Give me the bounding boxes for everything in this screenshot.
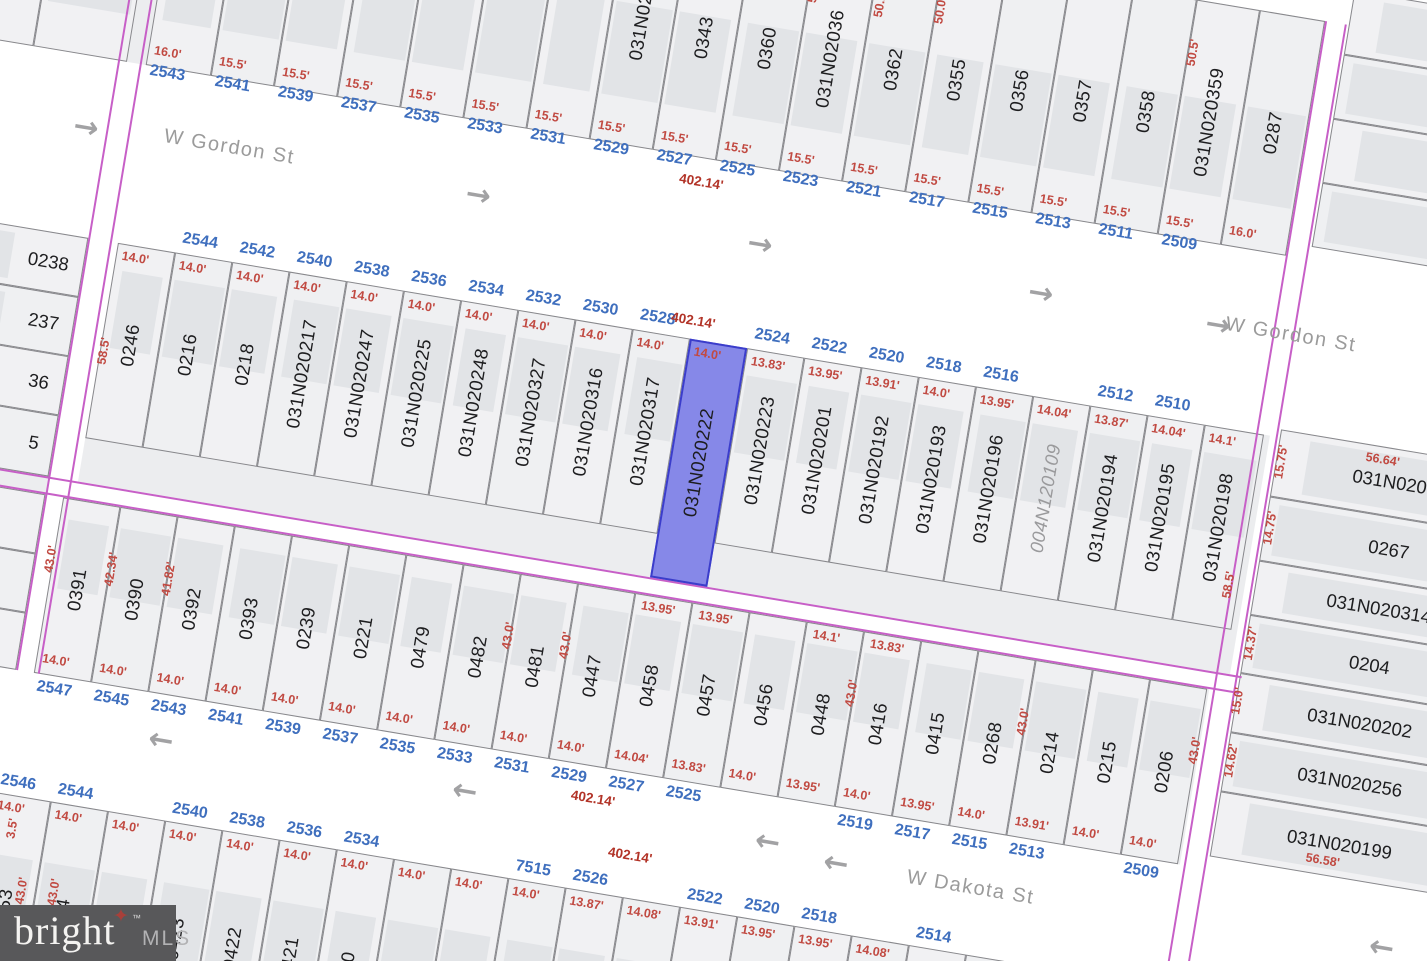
parcel-address: 2538: [228, 809, 267, 832]
street-label-dakota: W Dakota St: [905, 865, 1036, 909]
logo-brand-text: bright: [14, 908, 116, 953]
parcel-address: 2530: [581, 296, 620, 320]
block-length-row4: 402.14': [606, 844, 654, 867]
building-footprint: [372, 919, 439, 961]
parcel-address: 2515: [950, 830, 989, 854]
parcel-id-label: 031N020222: [678, 406, 718, 519]
block-length-row2: 402.14': [670, 309, 717, 332]
street-direction-left-arrow-icon: ←: [449, 771, 481, 811]
parcel-address: 2526: [571, 866, 610, 890]
parcel-address: 2522: [810, 334, 849, 358]
brightmls-logo: bright ✦ ™ MLS: [0, 905, 189, 961]
logo-mls-text: MLS: [142, 927, 192, 950]
parcel-address: 2543: [149, 696, 188, 720]
parcel-address: 2534: [342, 828, 381, 852]
building-footprint: [411, 0, 479, 71]
parcel-address: 2533: [435, 744, 474, 768]
parcel-address: 2518: [924, 354, 963, 377]
street-direction-right-arrow-icon: →: [1025, 274, 1057, 313]
street-direction-right-arrow-icon: →: [744, 225, 776, 264]
street-direction-left-arrow-icon: ←: [820, 844, 852, 883]
parcel-address: 2536: [410, 267, 448, 291]
building-footprint: [47, 0, 146, 16]
parcel-address: 2544: [56, 780, 95, 804]
parcel-address: 2544: [181, 229, 220, 253]
parcel-address: 2520: [867, 344, 906, 368]
building-footprint: [0, 219, 16, 279]
parcel-address: 2545: [92, 687, 131, 710]
logo-tm: ™: [132, 913, 141, 923]
parcel-address: 2514: [914, 924, 953, 947]
parcel-address: 2538: [352, 258, 391, 281]
parcel-address: 2540: [171, 799, 209, 823]
street-direction-left-arrow-icon: ←: [145, 720, 177, 760]
parcel-address: 2517: [893, 821, 932, 844]
parcel-0238[interactable]: 0238: [0, 207, 89, 298]
parcel-address: 2518: [800, 904, 839, 928]
parcel-address: 2537: [321, 725, 360, 749]
logo-star-icon: ✦: [113, 906, 129, 927]
parcel-address: 2541: [206, 706, 245, 729]
parcel-address: 2536: [285, 818, 324, 842]
street-direction-left-arrow-icon: ←: [1366, 928, 1397, 961]
parcel-031N0[interactable]: 031N0: [1311, 182, 1427, 324]
street-direction-left-arrow-icon: ←: [752, 822, 783, 862]
parcel-address: 2525: [664, 782, 703, 806]
street-label-gordon-west: W Gordon St: [162, 125, 297, 169]
parcel-address: 2532: [524, 287, 563, 310]
building-footprint: [542, 0, 605, 92]
parcel-address: 2534: [467, 277, 506, 301]
building-footprint: [285, 0, 353, 50]
street-direction-right-arrow-icon: →: [70, 108, 102, 147]
building-footprint: [430, 929, 491, 961]
parcel-address: 2535: [378, 735, 417, 758]
parcel-address: 2524: [753, 325, 792, 348]
parcel-address: 2539: [264, 715, 303, 739]
parcel-address: 2542: [238, 239, 277, 262]
parcel-id-label: 0238: [26, 247, 71, 275]
parcel-address: 2546: [0, 770, 38, 794]
parcel-address: 2520: [743, 895, 781, 919]
parcel-address: 2516: [982, 363, 1021, 387]
parcel-id-label: 36: [26, 369, 51, 394]
parcel-address: 2509: [1122, 859, 1161, 883]
parcel-address: 2519: [836, 811, 875, 835]
parcel-address: 2510: [1153, 392, 1192, 415]
parcel-address: 2512: [1096, 382, 1135, 406]
parcel-address: 2529: [550, 763, 589, 787]
parcel-address: 2513: [1007, 840, 1046, 863]
building-footprint: [0, 275, 6, 338]
parcel-address: 2522: [685, 885, 724, 909]
parcel-id-label: 237: [26, 308, 61, 335]
parcel-address: 7515: [514, 857, 553, 880]
building-footprint: [492, 939, 553, 961]
street-direction-right-arrow-icon: →: [463, 175, 494, 215]
parcel-address: 2547: [35, 677, 74, 701]
parcel-address: 2531: [492, 754, 531, 777]
parcel-id-label: 5: [26, 430, 41, 454]
building-footprint: [162, 0, 227, 29]
parcel-address: 2540: [295, 248, 334, 272]
street-direction-right-arrow-icon: →: [1202, 305, 1234, 345]
